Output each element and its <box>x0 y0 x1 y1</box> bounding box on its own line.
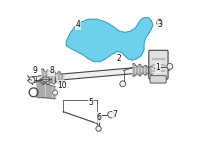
Circle shape <box>120 81 126 87</box>
Polygon shape <box>34 65 169 82</box>
Circle shape <box>53 90 58 95</box>
Text: 10: 10 <box>58 81 67 90</box>
Circle shape <box>108 111 114 118</box>
Text: 5: 5 <box>89 98 94 107</box>
Text: 9: 9 <box>32 66 37 75</box>
Text: 8: 8 <box>49 66 54 75</box>
FancyBboxPatch shape <box>150 76 166 83</box>
Circle shape <box>167 64 173 69</box>
Polygon shape <box>66 18 153 62</box>
Text: 2: 2 <box>117 54 121 63</box>
Text: 6: 6 <box>96 113 101 122</box>
Text: 7: 7 <box>112 110 117 119</box>
Circle shape <box>96 126 101 131</box>
Circle shape <box>28 77 35 83</box>
Text: 4: 4 <box>76 20 80 30</box>
FancyBboxPatch shape <box>149 50 168 79</box>
Circle shape <box>24 76 29 81</box>
Text: 3: 3 <box>158 20 163 30</box>
Text: 1: 1 <box>156 63 160 72</box>
Ellipse shape <box>157 19 162 26</box>
